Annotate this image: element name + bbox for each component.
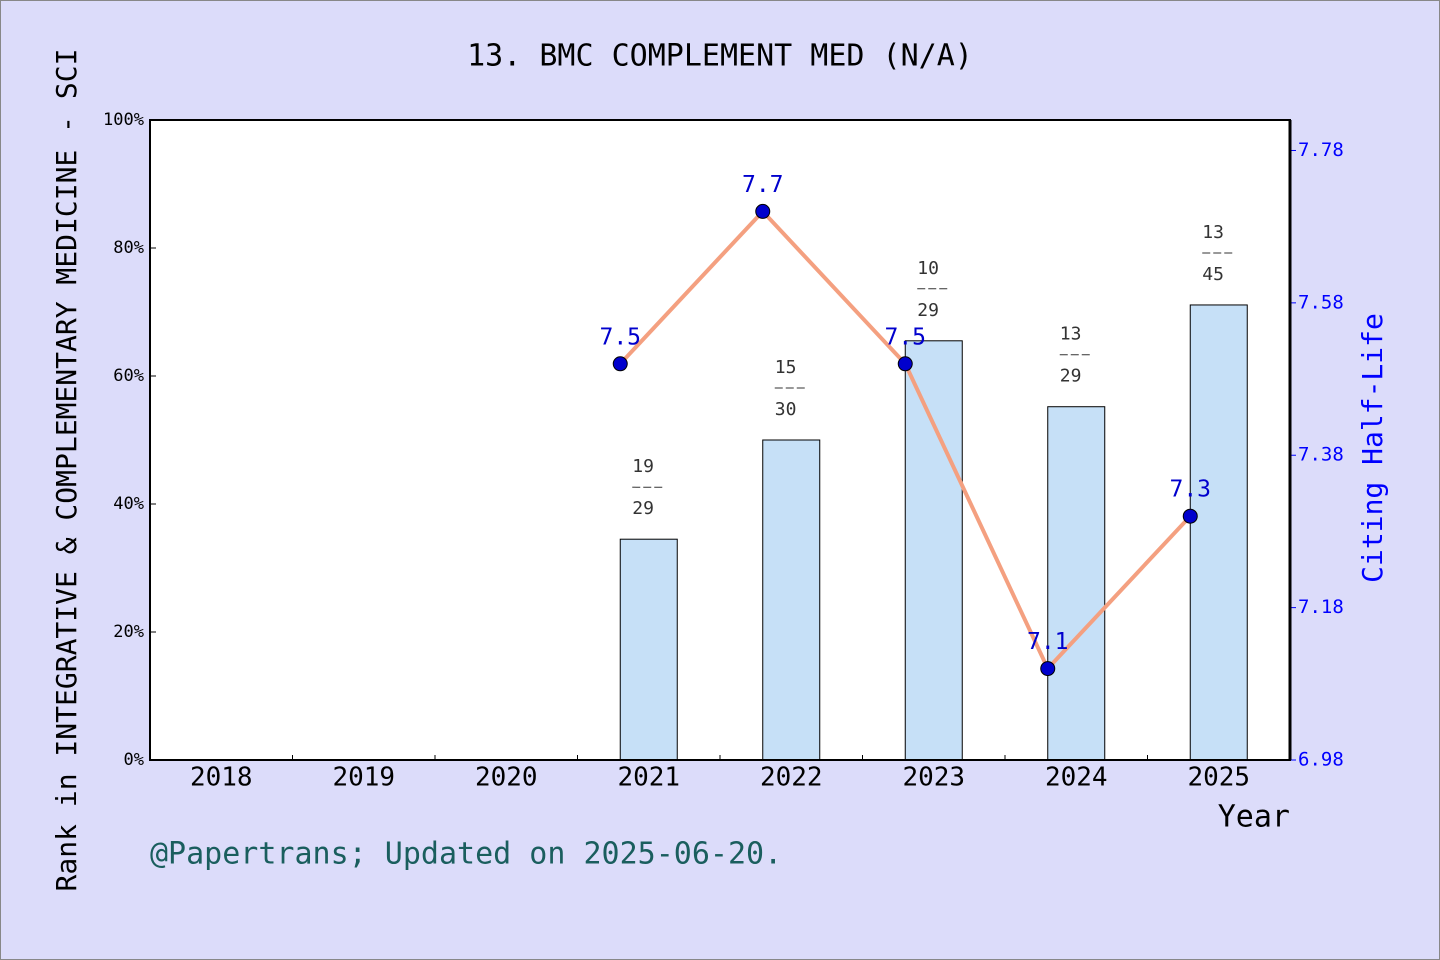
data-label: 7.7 [742,172,784,198]
y-tick-label: 0% [124,750,144,770]
x-tick-label: 2018 [190,763,253,793]
total-label: 29 [1060,366,1082,387]
x-tick-label: 2021 [617,763,680,793]
y2-tick-label: 7.78 [1298,139,1344,161]
total-label: 45 [1202,264,1224,285]
plot-area [150,120,1290,760]
x-tick-label: 2020 [475,763,538,793]
data-label: 7.5 [599,324,641,350]
x-tick-label: 2019 [332,763,395,793]
chart-title: 13. BMC COMPLEMENT MED (N/A) [467,39,973,74]
rank-label: 13 [1060,324,1082,345]
total-label: 30 [775,399,797,420]
line-point [755,203,771,219]
y2-tick-label: 6.98 [1298,749,1344,771]
rank-label: 19 [632,456,654,477]
rank-label: 13 [1202,222,1224,243]
total-label: 29 [917,300,939,321]
bar [904,340,963,761]
y-axis-label: Rank in INTEGRATIVE & COMPLEMENTARY MEDI… [50,49,83,892]
y-tick-label: 20% [113,622,144,642]
y2-tick-label: 7.58 [1298,291,1344,313]
rank-label: 15 [775,357,797,378]
line-point [1182,508,1198,524]
rank-label: 10 [917,258,939,279]
y-tick-label: 40% [113,494,144,514]
x-tick-label: 2024 [1045,763,1108,793]
bar [762,439,821,761]
line-point [612,356,628,372]
y-tick-label: 80% [113,238,144,258]
y2-tick-label: 7.38 [1298,444,1344,466]
bar [1189,304,1248,761]
data-label: 7.5 [884,324,926,350]
data-label: 7.3 [1169,477,1211,503]
y-tick-label: 100% [103,110,144,130]
total-label: 29 [632,498,654,519]
y-tick-label: 60% [113,366,144,386]
x-tick-label: 2023 [902,763,965,793]
x-axis-label: Year [1218,800,1290,835]
line-point [897,356,913,372]
footer-note: @Papertrans; Updated on 2025-06-20. [150,837,782,872]
line-point [1040,661,1056,677]
data-label: 7.1 [1027,629,1069,655]
y2-axis-label: Citing Half-Life [1356,313,1389,583]
y2-tick-label: 7.18 [1298,596,1344,618]
bar [1047,406,1106,761]
bar [619,538,678,761]
x-tick-label: 2022 [760,763,823,793]
x-tick-label: 2025 [1187,763,1250,793]
